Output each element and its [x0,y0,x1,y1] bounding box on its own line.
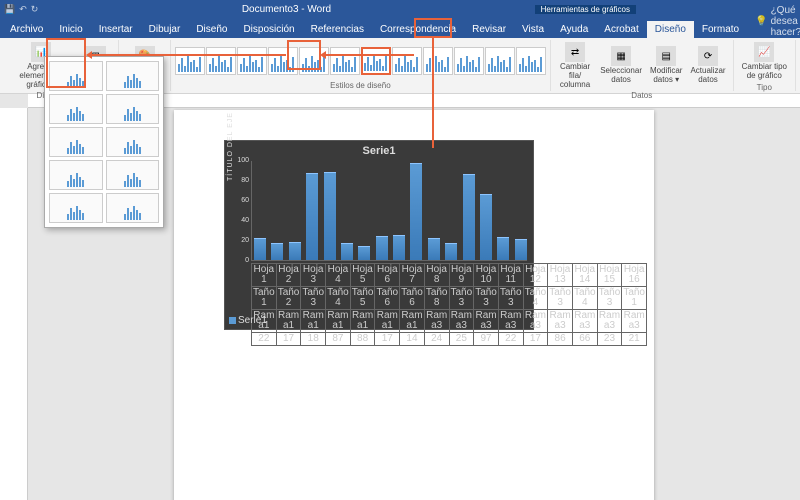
layout-thumb[interactable] [49,127,103,157]
layout-thumb[interactable] [106,127,160,157]
layout-thumb[interactable] [49,160,103,190]
chart-style-thumb[interactable] [392,47,422,75]
chart-bar [341,243,353,260]
tab-correspondencia[interactable]: Correspondencia [372,21,464,38]
switch-row-col-button[interactable]: ⇄Cambiar fila/ columna [555,40,595,91]
chart-style-thumb[interactable] [454,47,484,75]
chart-style-thumb[interactable] [268,47,298,75]
chart-bar [497,237,509,260]
quick-layout-dropdown[interactable] [44,56,164,228]
y-axis-label: TÍTULO DEL EJE [227,112,234,181]
document-page[interactable]: Serie1 TÍTULO DEL EJE 020406080100 Hoja … [174,110,654,500]
tab-referencias[interactable]: Referencias [303,21,372,38]
document-title: Documento3 - Word [38,4,534,15]
tab-disposición[interactable]: Disposición [235,21,302,38]
quick-access-toolbar: 💾 ↶ ↻ [4,4,38,15]
layout-thumb[interactable] [106,160,160,190]
chart-bar [393,235,405,260]
chart-style-thumb[interactable] [175,47,205,75]
tell-me-box[interactable]: 💡¿Qué desea hacer? [755,5,800,38]
contextual-tab-group: Herramientas de gráficos [535,5,636,14]
layout-thumb[interactable] [49,193,103,223]
layout-thumb[interactable] [106,61,160,91]
chart-styles-gallery[interactable] [175,40,546,81]
edit-data-button[interactable]: ▤Modificar datos ▾ [647,44,685,87]
tab-acrobat[interactable]: Acrobat [596,21,646,38]
undo-icon[interactable]: ↶ [19,4,27,15]
title-bar: 💾 ↶ ↻ Documento3 - Word Herramientas de … [0,0,800,18]
redo-icon[interactable]: ↻ [31,4,39,15]
chart-style-thumb[interactable] [361,47,391,75]
change-chart-type-button[interactable]: 📈Cambiar tipo de gráfico [738,40,791,83]
chart-bar [376,236,388,260]
vertical-ruler [0,108,28,500]
layout-thumb[interactable] [106,94,160,124]
chart-bar [445,243,457,260]
lightbulb-icon: 💡 [755,16,767,27]
chart-bar [480,194,492,260]
plot-area: 020406080100 [251,161,527,261]
tab-archivo[interactable]: Archivo [2,21,51,38]
chart-bar [254,238,266,260]
save-icon[interactable]: 💾 [4,4,15,15]
chart-bar [410,163,422,260]
ribbon-tabs: ArchivoInicioInsertarDibujarDiseñoDispos… [0,18,800,38]
tab-vista[interactable]: Vista [514,21,552,38]
chart-style-thumb[interactable] [485,47,515,75]
chart-bar [289,242,301,260]
tab-revisar[interactable]: Revisar [464,21,514,38]
layout-thumb[interactable] [49,94,103,124]
layout-thumb[interactable] [106,193,160,223]
chart-bar [271,243,283,260]
chart-style-thumb[interactable] [237,47,267,75]
ribbon-group-styles: Estilos de diseño [171,40,551,91]
ribbon-group-type: 📈Cambiar tipo de gráfico Tipo [734,40,796,91]
chart-bar [463,174,475,260]
chart-bar [324,172,336,260]
annotation-line [432,38,434,148]
legend-swatch-icon [229,317,236,324]
tab-diseño[interactable]: Diseño [647,21,694,38]
chart-legend: Serie1 [229,315,267,326]
select-data-button[interactable]: ▦Seleccionar datos [597,44,645,87]
tab-inicio[interactable]: Inicio [51,21,90,38]
chart-bar [515,239,527,260]
layout-thumb[interactable] [49,61,103,91]
tab-dibujar[interactable]: Dibujar [141,21,189,38]
ribbon-group-data: ⇄Cambiar fila/ columna ▦Seleccionar dato… [551,40,734,91]
chart-style-thumb[interactable] [206,47,236,75]
chart-title: Serie1 [225,141,533,161]
embedded-chart[interactable]: Serie1 TÍTULO DEL EJE 020406080100 Hoja … [224,140,534,330]
chart-style-thumb[interactable] [516,47,546,75]
tab-ayuda[interactable]: Ayuda [552,21,596,38]
chart-style-thumb[interactable] [330,47,360,75]
chart-bar [358,246,370,260]
chart-bar [428,238,440,260]
tab-formato[interactable]: Formato [694,21,747,38]
tab-diseño[interactable]: Diseño [188,21,235,38]
annotation-arrow [322,54,414,56]
chart-style-thumb[interactable] [423,47,453,75]
annotation-arrow [88,54,286,56]
chart-data-table: Hoja 1Hoja 2Hoja 3Hoja 4Hoja 5Hoja 6Hoja… [251,263,647,346]
tab-insertar[interactable]: Insertar [91,21,141,38]
chart-bar [306,173,318,260]
refresh-data-button[interactable]: ⟳Actualizar datos [687,44,728,87]
